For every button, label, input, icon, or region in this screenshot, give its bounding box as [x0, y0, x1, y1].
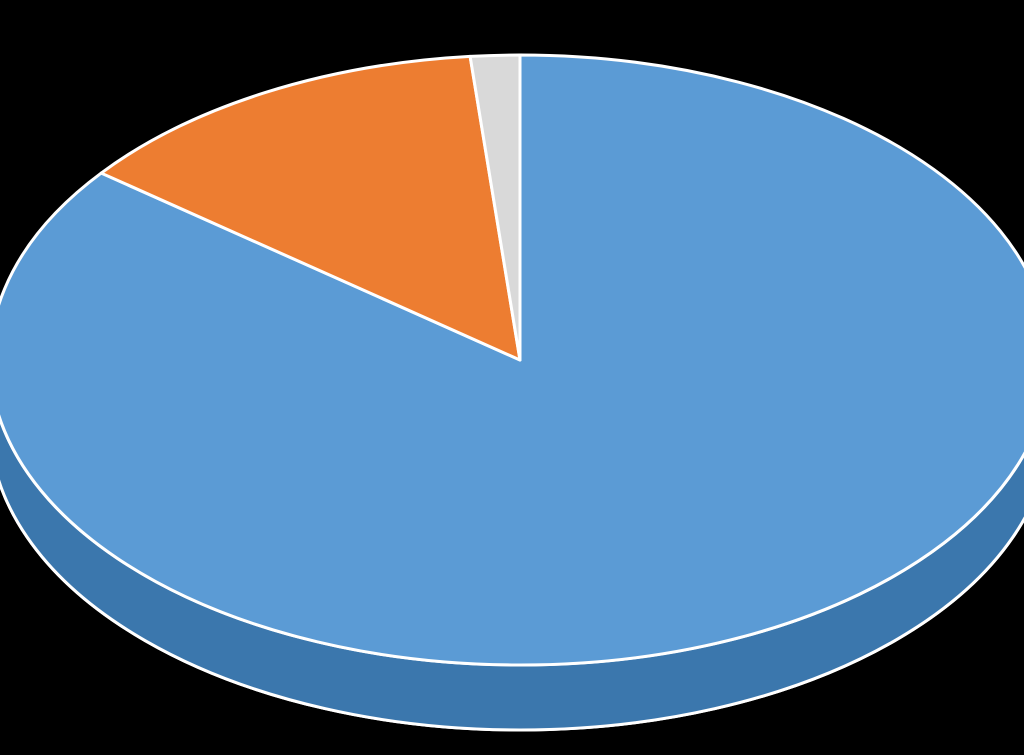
pie-chart-3d: [0, 0, 1024, 755]
pie-chart-svg: [0, 0, 1024, 755]
